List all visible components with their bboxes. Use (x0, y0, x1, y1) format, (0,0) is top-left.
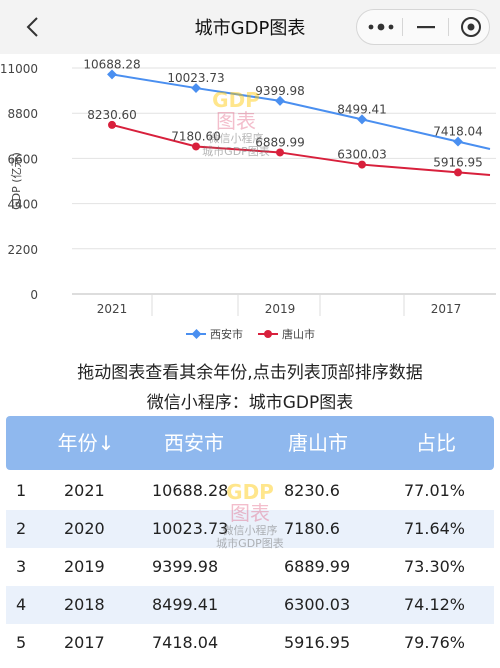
sort-by-year-header[interactable]: 年份↓ (57, 431, 115, 455)
y-tick-label: 4400 (7, 198, 38, 212)
row-index: 1 (16, 481, 27, 500)
data-label: 6300.03 (337, 148, 387, 162)
more-button[interactable] (359, 10, 403, 44)
gdp-line-chart[interactable]: 0 2200 4400 6600 8800 11000 2021 2019 2017 GDP (亿… (0, 54, 500, 354)
xian-cell: 9399.98 (152, 557, 219, 576)
ratio-cell: 74.12% (404, 595, 466, 614)
year-cell: 2019 (64, 557, 105, 576)
legend-label: 西安市 (210, 327, 243, 341)
data-point (454, 168, 462, 177)
target-circle-icon (461, 17, 481, 37)
table-row: 5 2017 7418.04 5916.95 79.76% (6, 624, 494, 662)
capsule-divider (402, 18, 403, 36)
chevron-left-icon (26, 17, 38, 37)
tangshan-cell: 7180.6 (284, 519, 340, 538)
series-line-xian (111, 73, 491, 150)
y-axis-title: GDP (亿元) (10, 152, 23, 210)
xian-cell: 10023.73 (152, 519, 229, 538)
data-point (276, 148, 284, 157)
data-label: 9399.98 (255, 84, 305, 98)
chart-hint-text: 拖动图表查看其余年份,点击列表顶部排序数据 (77, 363, 423, 383)
data-label: 8230.60 (87, 108, 137, 122)
year-cell: 2018 (64, 595, 105, 614)
capsule-divider (448, 18, 449, 36)
close-button[interactable] (449, 10, 493, 44)
navigation-bar: 城市GDP图表 (0, 0, 500, 54)
row-index: 4 (16, 595, 27, 614)
xian-cell: 7418.04 (152, 633, 219, 652)
y-tick-label: 2200 (7, 243, 38, 257)
ratio-cell: 73.30% (404, 557, 466, 576)
ratio-cell: 79.76% (404, 633, 466, 652)
data-label: 7418.04 (433, 125, 483, 139)
page-title: 城市GDP图表 (194, 18, 306, 39)
table-row: 3 2019 9399.98 6889.99 73.30% (6, 548, 494, 586)
x-tick-label: 2021 (97, 302, 128, 316)
x-tick-label: 2017 (431, 302, 462, 316)
y-tick-label: 0 (30, 288, 38, 302)
tangshan-cell: 6300.03 (284, 595, 351, 614)
sort-by-ratio-header[interactable]: 占比 (416, 431, 456, 455)
data-label: 8499.41 (337, 102, 387, 116)
y-tick-label: 8800 (7, 107, 38, 121)
sort-by-xian-header[interactable]: 西安市 (164, 431, 224, 455)
xian-cell: 10688.28 (152, 481, 229, 500)
data-label: 5916.95 (433, 155, 483, 169)
legend-marker (191, 329, 202, 339)
data-label: 7180.60 (171, 129, 221, 143)
series-line-tangshan (111, 123, 491, 177)
sort-by-tangshan-header[interactable]: 唐山市 (288, 431, 348, 455)
data-label: 10023.73 (167, 71, 224, 85)
tangshan-cell: 5916.95 (284, 633, 351, 652)
year-cell: 2021 (64, 481, 105, 500)
minimize-icon (417, 26, 435, 29)
data-label: 6889.99 (255, 135, 305, 149)
xian-cell: 8499.41 (152, 595, 219, 614)
tangshan-cell: 8230.6 (284, 481, 340, 500)
x-tick-label: 2019 (265, 302, 296, 316)
more-dots-icon (368, 23, 394, 31)
data-point (358, 160, 366, 169)
ratio-cell: 71.64% (404, 519, 466, 538)
table-header: 年份↓ 西安市 唐山市 占比 (6, 416, 494, 470)
data-point (191, 83, 201, 94)
legend-marker (264, 330, 272, 338)
y-tick-label: 11000 (0, 62, 38, 76)
tangshan-cell: 6889.99 (284, 557, 351, 576)
mini-program-name: 微信小程序：城市GDP图表 (146, 393, 354, 413)
data-point (192, 142, 200, 151)
table-row: 4 2018 8499.41 6300.03 74.12% (6, 586, 494, 624)
data-point (108, 120, 116, 129)
year-cell: 2017 (64, 633, 105, 652)
row-index: 5 (16, 633, 27, 652)
minimize-button[interactable] (404, 10, 448, 44)
row-index: 3 (16, 557, 27, 576)
data-label: 10688.28 (83, 57, 140, 71)
back-button[interactable] (14, 9, 50, 45)
table-row: 2 2020 10023.73 7180.6 71.64% (6, 510, 494, 548)
ratio-cell: 77.01% (404, 481, 466, 500)
y-tick-label: 6600 (7, 152, 38, 166)
legend-label: 唐山市 (282, 327, 315, 341)
row-index: 2 (16, 519, 27, 538)
chart-canvas[interactable]: 0 2200 4400 6600 8800 11000 2021 2019 2017 GDP (亿… (0, 54, 500, 354)
year-cell: 2020 (64, 519, 105, 538)
mini-program-capsule (356, 9, 490, 45)
table-row: 1 2021 10688.28 8230.6 77.01% (6, 472, 494, 510)
